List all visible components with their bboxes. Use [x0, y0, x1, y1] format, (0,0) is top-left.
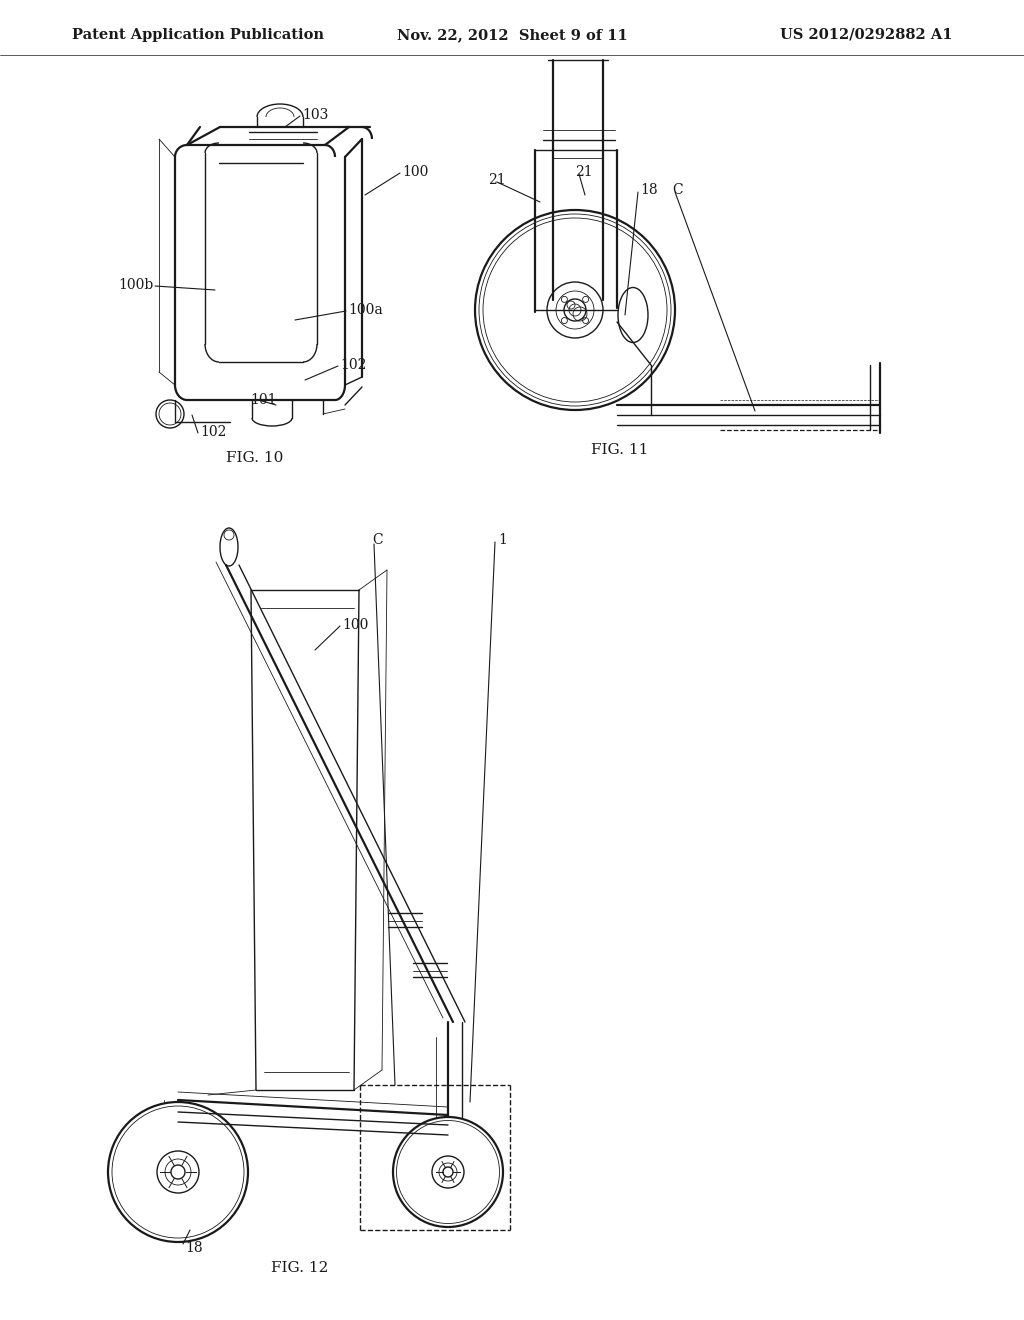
- Text: 100: 100: [402, 165, 428, 180]
- Text: C: C: [672, 183, 683, 197]
- Text: 102: 102: [340, 358, 367, 372]
- Text: 21: 21: [575, 165, 593, 180]
- Text: Patent Application Publication: Patent Application Publication: [72, 28, 324, 42]
- Text: 21: 21: [488, 173, 506, 187]
- Text: US 2012/0292882 A1: US 2012/0292882 A1: [779, 28, 952, 42]
- Text: FIG. 11: FIG. 11: [591, 444, 648, 457]
- Text: 18: 18: [640, 183, 657, 197]
- Text: 1: 1: [498, 533, 507, 546]
- Text: FIG. 10: FIG. 10: [226, 451, 284, 465]
- Text: Nov. 22, 2012  Sheet 9 of 11: Nov. 22, 2012 Sheet 9 of 11: [396, 28, 628, 42]
- Text: 101: 101: [250, 393, 276, 407]
- Text: 100a: 100a: [348, 304, 383, 317]
- Text: 103: 103: [302, 108, 329, 121]
- Text: FIG. 12: FIG. 12: [271, 1261, 329, 1275]
- Text: 102: 102: [200, 425, 226, 440]
- Text: C: C: [372, 533, 383, 546]
- Text: 100: 100: [342, 618, 369, 632]
- Text: 100b: 100b: [118, 279, 154, 292]
- Text: 18: 18: [185, 1241, 203, 1255]
